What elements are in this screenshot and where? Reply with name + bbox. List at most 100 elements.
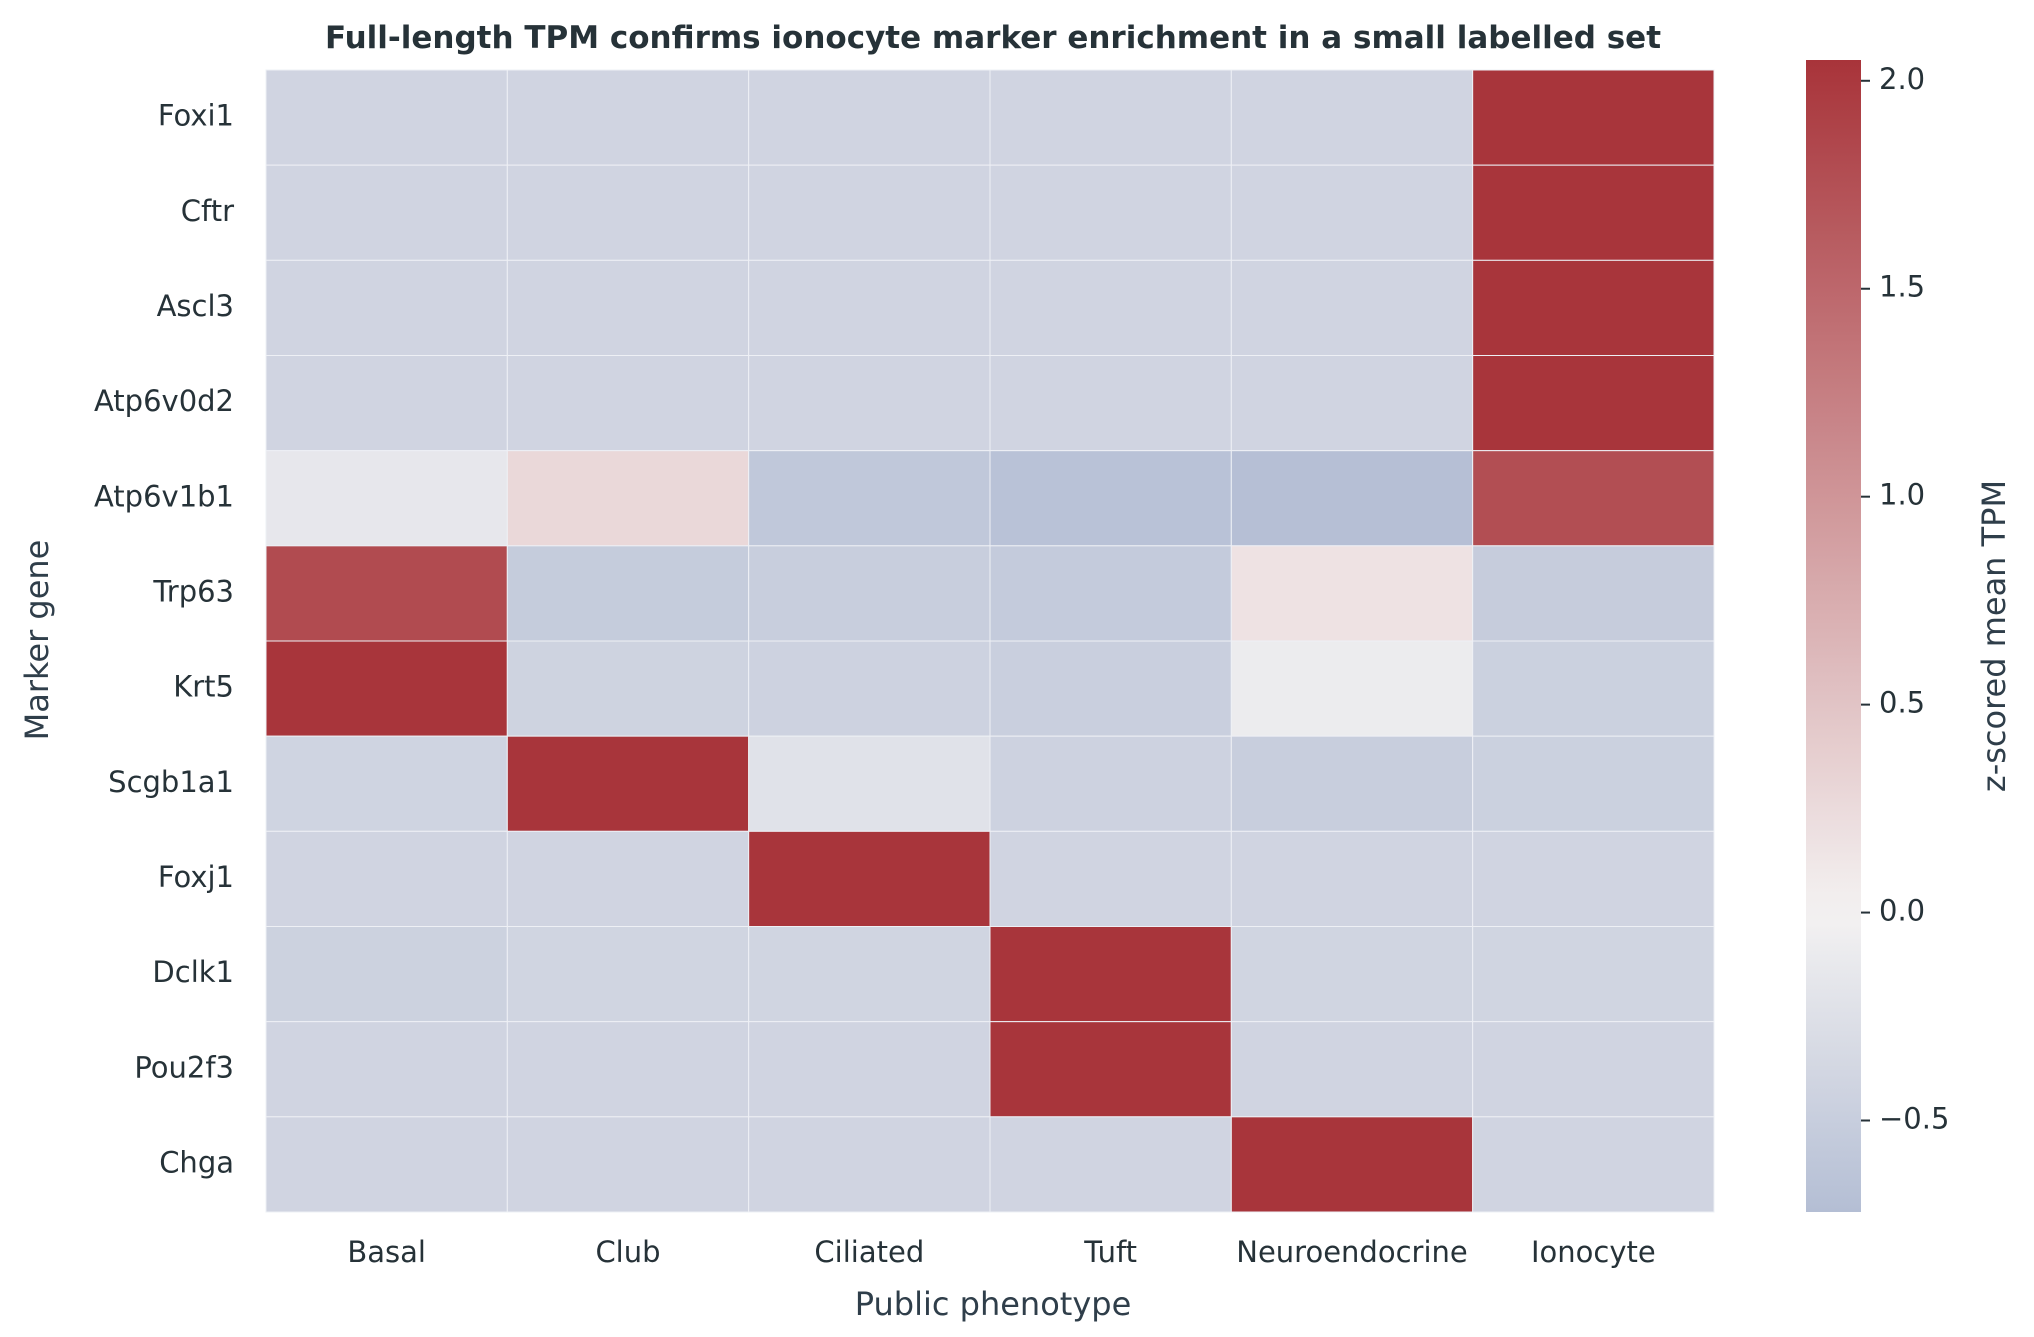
heatmap-cell bbox=[265, 640, 508, 737]
heatmap-cell bbox=[1472, 926, 1715, 1023]
row-tick-label: Scgb1a1 bbox=[108, 765, 234, 799]
heatmap-cell bbox=[748, 1116, 991, 1213]
y-axis-label: Marker gene bbox=[18, 540, 56, 741]
heatmap-cell bbox=[506, 830, 750, 928]
row-tick-label: Foxi1 bbox=[158, 99, 234, 133]
heatmap-cell bbox=[748, 164, 991, 261]
heatmap-cell bbox=[506, 1116, 750, 1213]
heatmap-cell bbox=[506, 640, 750, 737]
column-tick-label: Tuft bbox=[1083, 1235, 1137, 1269]
colorbar-tick-label: 0.0 bbox=[1879, 894, 1925, 928]
row-tick-label: Ascl3 bbox=[157, 289, 234, 323]
heatmap-cell bbox=[1472, 545, 1715, 642]
row-tick-labels: Foxi1 Cftr Ascl3 Atp6v0d2 Atp6v1b1 Trp63 Krt5 S… bbox=[94, 99, 234, 1180]
heatmap-cell bbox=[989, 1021, 1232, 1118]
heatmap-cell bbox=[989, 450, 1232, 547]
heatmap-cell bbox=[989, 830, 1232, 928]
x-axis-label: Public phenotype bbox=[855, 1285, 1132, 1323]
heatmap-cell bbox=[1472, 450, 1715, 547]
column-tick-label: Club bbox=[595, 1235, 660, 1269]
heatmap-cell bbox=[1472, 1116, 1715, 1213]
column-tick-label: Ionocyte bbox=[1531, 1235, 1656, 1269]
heatmap-cell bbox=[748, 735, 991, 832]
heatmap-cell bbox=[506, 735, 750, 832]
column-tick-label: Basal bbox=[347, 1235, 426, 1269]
heatmap-cell bbox=[989, 1116, 1232, 1213]
heatmap-cell bbox=[1230, 1116, 1474, 1213]
heatmap-cell bbox=[748, 259, 991, 356]
heatmap-cell bbox=[1230, 926, 1474, 1023]
heatmap-cell bbox=[506, 355, 750, 452]
heatmap-cell bbox=[748, 926, 991, 1023]
heatmap-cell bbox=[1472, 355, 1715, 452]
heatmap-cell bbox=[265, 355, 508, 452]
heatmap-cell bbox=[1472, 259, 1715, 356]
heatmap-cell bbox=[1472, 164, 1715, 261]
colorbar bbox=[1806, 60, 1861, 1212]
heatmap-cell bbox=[748, 1021, 991, 1118]
heatmap-cell bbox=[1472, 69, 1715, 166]
heatmap-cell bbox=[1472, 830, 1715, 928]
heatmap-cell bbox=[1230, 830, 1474, 928]
row-tick-label: Krt5 bbox=[173, 670, 234, 704]
column-tick-labels: Basal Club Ciliated Tuft Neuroendocrine Ionoc… bbox=[347, 1235, 1655, 1269]
heatmap-cell bbox=[989, 926, 1232, 1023]
heatmap-cell bbox=[506, 259, 750, 356]
heatmap-cell bbox=[265, 545, 508, 642]
heatmap-cell bbox=[748, 545, 991, 642]
row-tick-label: Chga bbox=[159, 1145, 234, 1179]
colorbar-ticks: −0.5 0.0 0.5 1.0 1.5 2.0 bbox=[1861, 62, 1949, 1136]
colorbar-tick-label: 1.0 bbox=[1879, 478, 1925, 512]
heatmap-cell bbox=[1230, 1021, 1474, 1118]
heatmap-cell bbox=[1472, 640, 1715, 737]
heatmap-cell bbox=[265, 259, 508, 356]
heatmap-cell bbox=[748, 450, 991, 547]
heatmap-cell bbox=[989, 69, 1232, 166]
heatmap-cell bbox=[1230, 450, 1474, 547]
colorbar-tick-label: 2.0 bbox=[1879, 62, 1925, 96]
heatmap-cell bbox=[265, 830, 508, 928]
row-tick-label: Dclk1 bbox=[152, 955, 234, 989]
heatmap-cell bbox=[1472, 735, 1715, 832]
heatmap-cell bbox=[1230, 545, 1474, 642]
heatmap-cell bbox=[265, 69, 508, 166]
heatmap-cell bbox=[506, 69, 750, 166]
heatmap-cell bbox=[1230, 259, 1474, 356]
heatmap-cell bbox=[506, 1021, 750, 1118]
heatmap-cell bbox=[265, 735, 508, 832]
colorbar-tick-label: 0.5 bbox=[1879, 686, 1925, 720]
heatmap-cell bbox=[989, 259, 1232, 356]
heatmap-cell bbox=[1230, 164, 1474, 261]
column-tick-label: Neuroendocrine bbox=[1236, 1235, 1467, 1269]
heatmap-cell bbox=[1230, 355, 1474, 452]
row-tick-label: Pou2f3 bbox=[134, 1050, 234, 1084]
heatmap-cell bbox=[989, 355, 1232, 452]
heatmap-cell bbox=[506, 164, 750, 261]
heatmap-cell bbox=[1230, 735, 1474, 832]
heatmap-cell bbox=[506, 545, 750, 642]
heatmap-cell bbox=[989, 640, 1232, 737]
row-tick-label: Atp6v0d2 bbox=[94, 384, 234, 418]
heatmap-cell bbox=[989, 545, 1232, 642]
column-tick-label: Ciliated bbox=[814, 1235, 924, 1269]
heatmap-cell bbox=[265, 1116, 508, 1213]
heatmap-cell bbox=[989, 164, 1232, 261]
heatmap-cell bbox=[506, 450, 750, 547]
row-tick-label: Cftr bbox=[181, 194, 234, 228]
colorbar-label: z-scored mean TPM bbox=[1975, 480, 2013, 792]
heatmap-cell bbox=[748, 640, 991, 737]
heatmap-cell bbox=[1230, 69, 1474, 166]
heatmap-cell bbox=[265, 450, 508, 547]
heatmap-cell bbox=[748, 830, 991, 928]
colorbar-tick-label: −0.5 bbox=[1879, 1102, 1949, 1136]
row-tick-label: Atp6v1b1 bbox=[94, 479, 234, 513]
heatmap-cell bbox=[748, 355, 991, 452]
heatmap-cell bbox=[989, 735, 1232, 832]
heatmap-cell bbox=[265, 1021, 508, 1118]
heatmap-cells bbox=[265, 69, 1715, 1213]
heatmap-cell bbox=[265, 926, 508, 1023]
heatmap-cell bbox=[265, 164, 508, 261]
heatmap-cell bbox=[1472, 1021, 1715, 1118]
row-tick-label: Trp63 bbox=[152, 574, 234, 608]
